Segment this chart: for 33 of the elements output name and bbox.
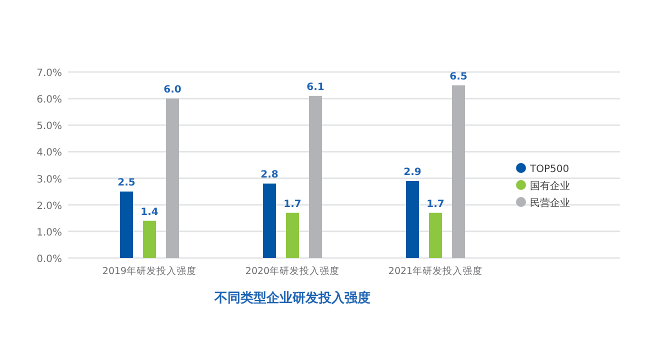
bar <box>263 184 276 258</box>
y-tick-label: 7.0% <box>36 68 62 79</box>
bar <box>120 192 133 258</box>
y-tick-label: 2.0% <box>36 200 62 212</box>
bar <box>143 220 156 258</box>
bar <box>309 96 322 258</box>
y-tick-label: 0.0% <box>36 254 62 265</box>
data-label: 2.9 <box>404 166 422 178</box>
bar <box>286 212 299 258</box>
data-label: 1.7 <box>426 198 444 210</box>
text: 不同类型企业研发投入强度 <box>214 290 370 306</box>
data-label: 1.7 <box>284 198 302 210</box>
legend-label: TOP500 <box>529 164 570 175</box>
data-label: 2.5 <box>118 178 136 189</box>
data-label: 6.1 <box>306 82 324 93</box>
x-tick-label: 2020年研发投入强度 <box>245 265 340 277</box>
data-label: 6.0 <box>164 84 182 96</box>
y-tick-label: 5.0% <box>36 121 62 132</box>
bar <box>429 212 442 258</box>
bar <box>452 85 465 258</box>
x-tick-label: 2021年研发投入强度 <box>388 265 483 277</box>
bar <box>406 180 419 258</box>
y-tick-label: 4.0% <box>36 148 62 159</box>
legend-label: 国有企业 <box>530 180 570 192</box>
y-tick-label: 6.0% <box>36 94 62 106</box>
data-label: 1.4 <box>140 206 158 218</box>
bar <box>166 98 179 258</box>
data-label: 2.8 <box>260 170 278 181</box>
data-label: 6.5 <box>450 71 468 82</box>
y-tick-label: 3.0% <box>36 174 62 186</box>
x-tick-label: 2019年研发投入强度 <box>102 265 197 277</box>
legend-label: 民营企业 <box>530 197 570 209</box>
y-tick-label: 1.0% <box>36 227 62 238</box>
